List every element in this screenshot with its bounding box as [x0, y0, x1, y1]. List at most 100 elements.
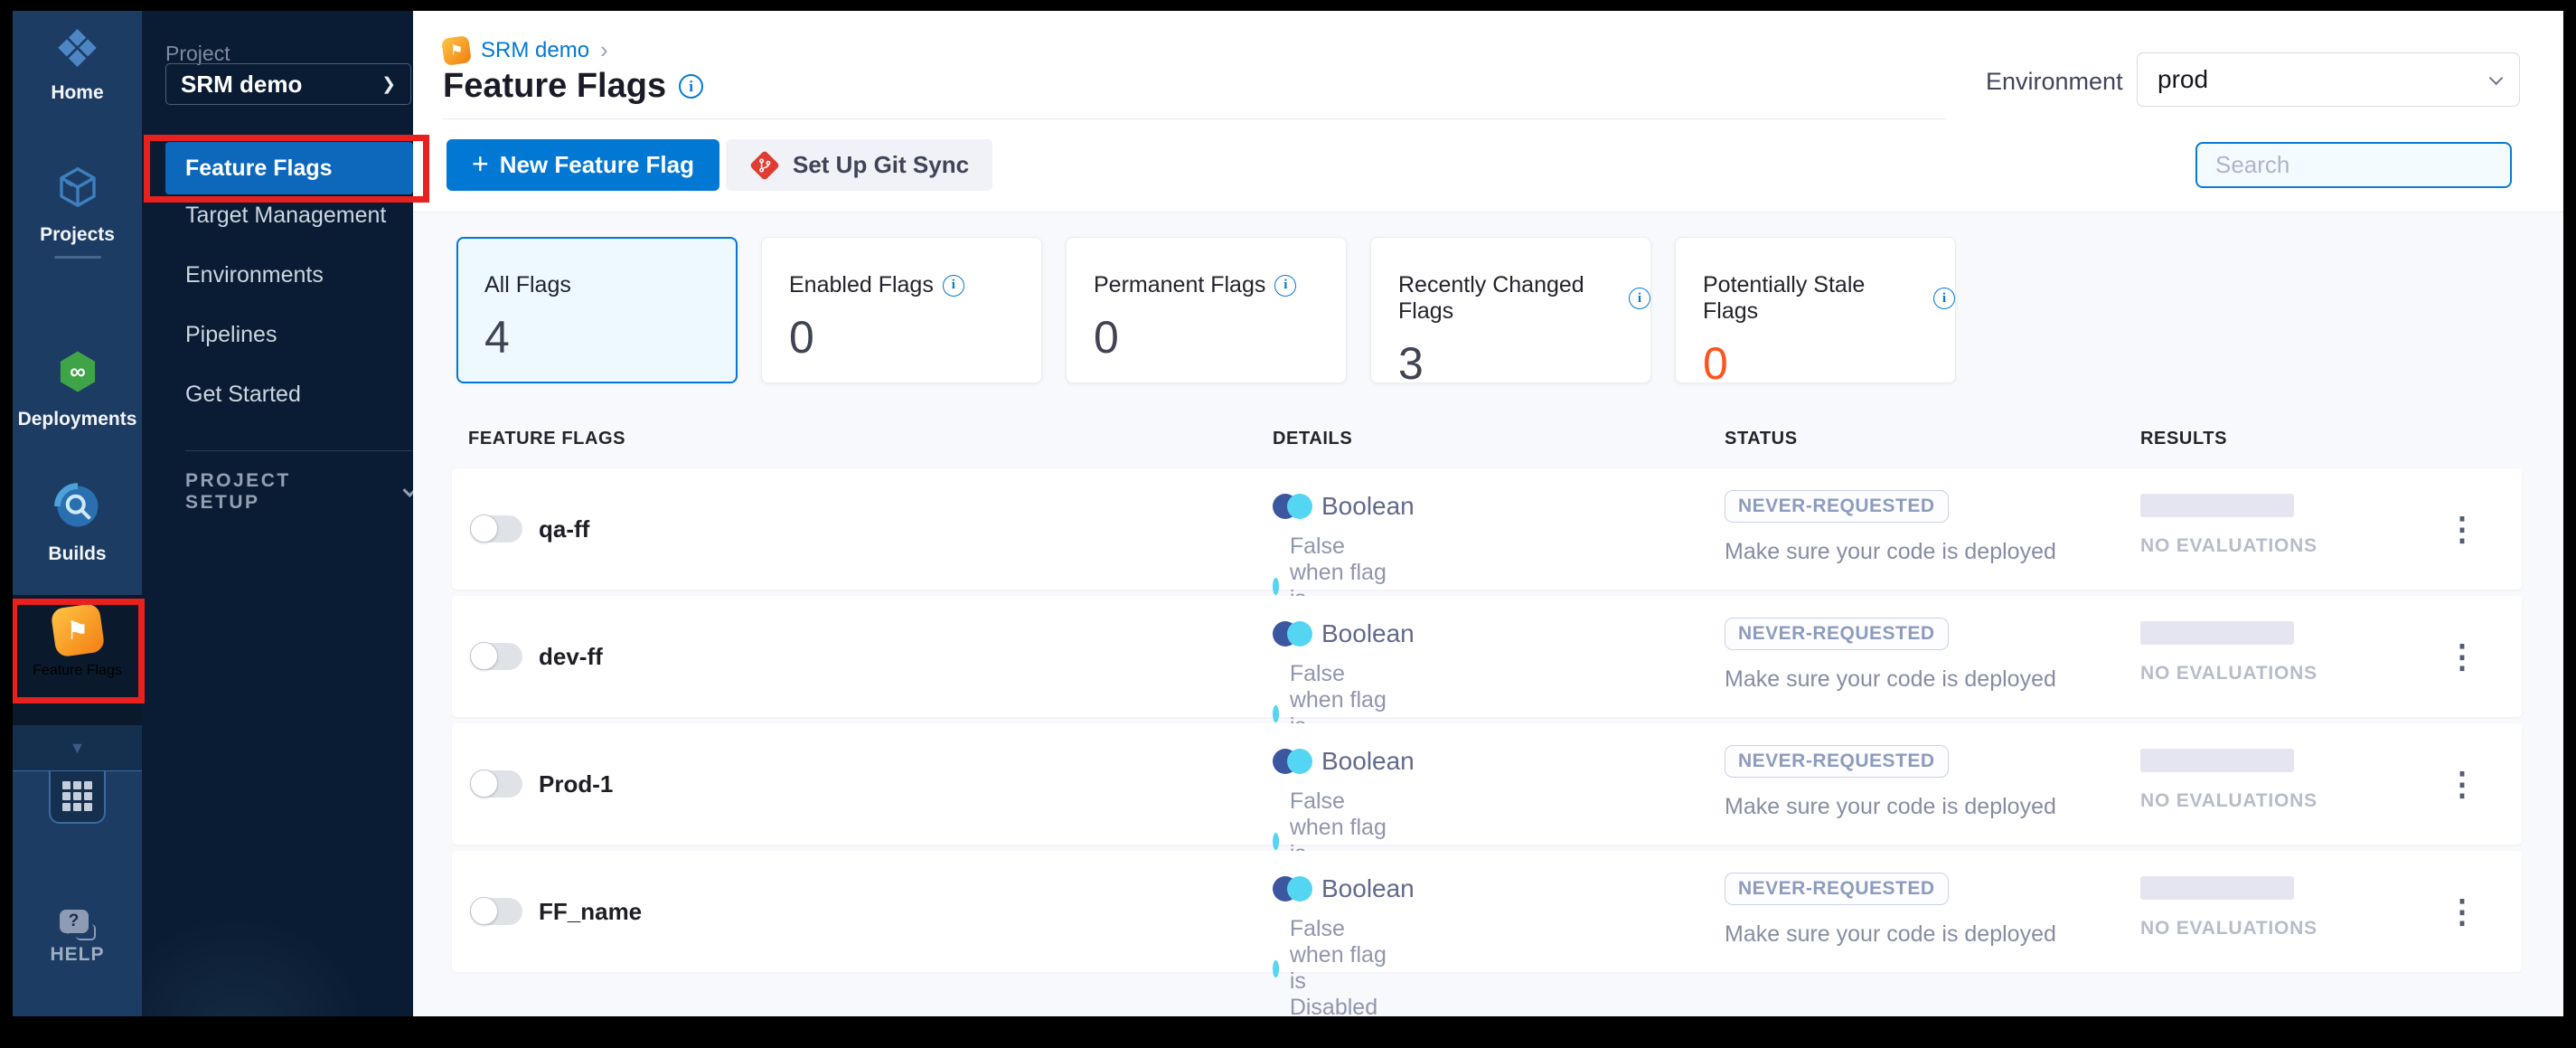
column-details: DETAILS: [1273, 429, 1353, 448]
column-results: RESULTS: [2140, 429, 2228, 448]
project-selector[interactable]: SRM demo ❯: [165, 63, 411, 105]
table-row[interactable]: dev-ff Boolean False when flag is Disabl…: [452, 596, 2522, 765]
flag-type: Boolean: [1321, 619, 1415, 647]
sidebar-item-target-management[interactable]: Target Management: [185, 203, 387, 228]
search-box: [2195, 142, 2518, 188]
table-row[interactable]: Prod-1 Boolean False when flag is Disabl…: [452, 723, 2522, 892]
results-note: NO EVALUATIONS: [2140, 790, 2317, 811]
flag-type: Boolean: [1321, 747, 1415, 775]
card-label: Permanent Flags: [1094, 272, 1266, 297]
environment-label: Environment: [1986, 68, 2123, 95]
results-note: NO EVALUATIONS: [2140, 918, 2317, 939]
table-row[interactable]: FF_name Boolean False when flag is Disab…: [452, 851, 2522, 1016]
menu-item-label: Feature Flags: [185, 155, 333, 181]
results-note: NO EVALUATIONS: [2140, 535, 2317, 556]
card-all-flags[interactable]: All Flags 4: [456, 237, 738, 383]
project-setup-label: PROJECT SETUP: [185, 470, 291, 513]
breadcrumb-project-link[interactable]: SRM demo: [481, 37, 590, 62]
rail-divider: [54, 256, 101, 259]
info-icon[interactable]: i: [1933, 288, 1955, 309]
environment-select[interactable]: prod: [2137, 52, 2520, 107]
title-row: Feature Flags i: [443, 67, 704, 106]
git-sync-button[interactable]: Set Up Git Sync: [726, 139, 993, 191]
sidebar-item-get-started[interactable]: Get Started: [185, 382, 301, 407]
row-menu-button[interactable]: ⋮: [2446, 765, 2478, 802]
column-status: STATUS: [1725, 429, 1798, 448]
status-note: Make sure your code is deployed: [1725, 539, 2056, 564]
sidebar-item-deployments[interactable]: ∞ Deployments: [13, 347, 142, 430]
sidebar-item-feature-flags-menu[interactable]: Feature Flags: [165, 142, 413, 194]
flag-type: Boolean: [1321, 492, 1415, 520]
project-sidebar: Project SRM demo ❯ Feature Flags Target …: [142, 11, 429, 1016]
card-permanent-flags[interactable]: Permanent Flags i 0: [1066, 237, 1347, 383]
flag-toggle[interactable]: [470, 897, 522, 925]
new-feature-flag-button[interactable]: + New Feature Flag: [447, 139, 719, 191]
card-label: Enabled Flags: [789, 272, 934, 297]
sidebar-item-feature-flags[interactable]: ⚑ Feature Flags: [13, 595, 142, 725]
card-value: 0: [1703, 338, 1728, 389]
flag-name: Prod-1: [539, 769, 614, 798]
sidebar-item-pipelines[interactable]: Pipelines: [185, 322, 277, 347]
chevron-right-icon: ›: [600, 36, 608, 63]
info-icon[interactable]: i: [1629, 288, 1650, 309]
variation-dot-icon: [1273, 577, 1279, 595]
project-name: SRM demo: [181, 70, 303, 98]
main-content: ⚑ SRM demo › Feature Flags i Environment…: [413, 11, 2563, 1016]
row-menu-button[interactable]: ⋮: [2446, 892, 2478, 930]
card-recently-changed-flags[interactable]: Recently Changed Flags i 3: [1370, 237, 1651, 389]
panel-decoration: [142, 881, 413, 1016]
new-feature-flag-label: New Feature Flag: [499, 151, 694, 178]
card-value: 0: [789, 312, 814, 363]
status-badge: NEVER-REQUESTED: [1725, 618, 1949, 650]
flag-toggle[interactable]: [470, 769, 522, 798]
info-icon[interactable]: i: [942, 274, 964, 297]
module-picker-button[interactable]: [49, 771, 106, 824]
card-value: 0: [1094, 312, 1119, 363]
search-input[interactable]: [2215, 151, 2518, 179]
breadcrumb: ⚑ SRM demo ›: [441, 34, 608, 66]
sidebar-item-home[interactable]: ❖ Home: [13, 24, 142, 104]
plus-icon: +: [472, 146, 489, 180]
chevron-down-icon: ▼: [69, 738, 86, 757]
boolean-type-icon: [1273, 494, 1312, 519]
rail-collapse-control[interactable]: ▼: [13, 725, 142, 771]
project-setup-toggle[interactable]: PROJECT SETUP: [185, 470, 418, 514]
info-icon[interactable]: i: [679, 74, 704, 99]
sidebar-item-builds[interactable]: Builds: [13, 482, 142, 565]
row-menu-button[interactable]: ⋮: [2446, 510, 2478, 547]
grid-icon: [62, 781, 92, 811]
sidebar-item-environments[interactable]: Environments: [185, 262, 324, 288]
row-menu-button[interactable]: ⋮: [2446, 637, 2478, 675]
projects-icon: [53, 163, 102, 216]
deployments-icon: ∞: [53, 347, 102, 401]
table-row[interactable]: qa-ff Boolean False when flag is Disable…: [452, 468, 2522, 637]
status-note: Make sure your code is deployed: [1725, 666, 2056, 692]
column-feature-flags: FEATURE FLAGS: [468, 429, 626, 448]
status-badge: NEVER-REQUESTED: [1725, 745, 1949, 778]
card-value: 4: [484, 312, 510, 363]
module-rail: ❖ Home Projects: [13, 11, 145, 1016]
flags-table: qa-ff Boolean False when flag is Disable…: [452, 468, 2522, 1016]
results-bar: [2140, 494, 2294, 517]
page-header: ⚑ SRM demo › Feature Flags i Environment…: [413, 11, 2563, 212]
card-value: 3: [1398, 338, 1424, 389]
status-badge: NEVER-REQUESTED: [1725, 873, 1949, 905]
sidebar-item-label: Feature Flags: [33, 663, 122, 678]
flag-name: dev-ff: [539, 642, 603, 670]
flag-toggle[interactable]: [470, 642, 522, 670]
info-icon[interactable]: i: [1274, 274, 1297, 297]
boolean-type-icon: [1273, 749, 1312, 774]
help-button[interactable]: ? HELP: [13, 910, 142, 966]
boolean-type-icon: [1273, 621, 1312, 647]
screen: ❖ Home Projects: [13, 11, 2563, 1016]
sidebar-item-projects[interactable]: Projects: [13, 163, 142, 246]
card-enabled-flags[interactable]: Enabled Flags i 0: [761, 237, 1042, 383]
flag-variation: False when flag is Disabled: [1289, 916, 1387, 1016]
card-potentially-stale-flags[interactable]: Potentially Stale Flags i 0: [1675, 237, 1956, 389]
sidebar-item-label: Builds: [48, 543, 107, 564]
boolean-type-icon: [1273, 876, 1312, 902]
chevron-down-icon: [2488, 71, 2504, 85]
variation-dot-icon: [1273, 832, 1279, 850]
flag-toggle[interactable]: [470, 515, 522, 543]
